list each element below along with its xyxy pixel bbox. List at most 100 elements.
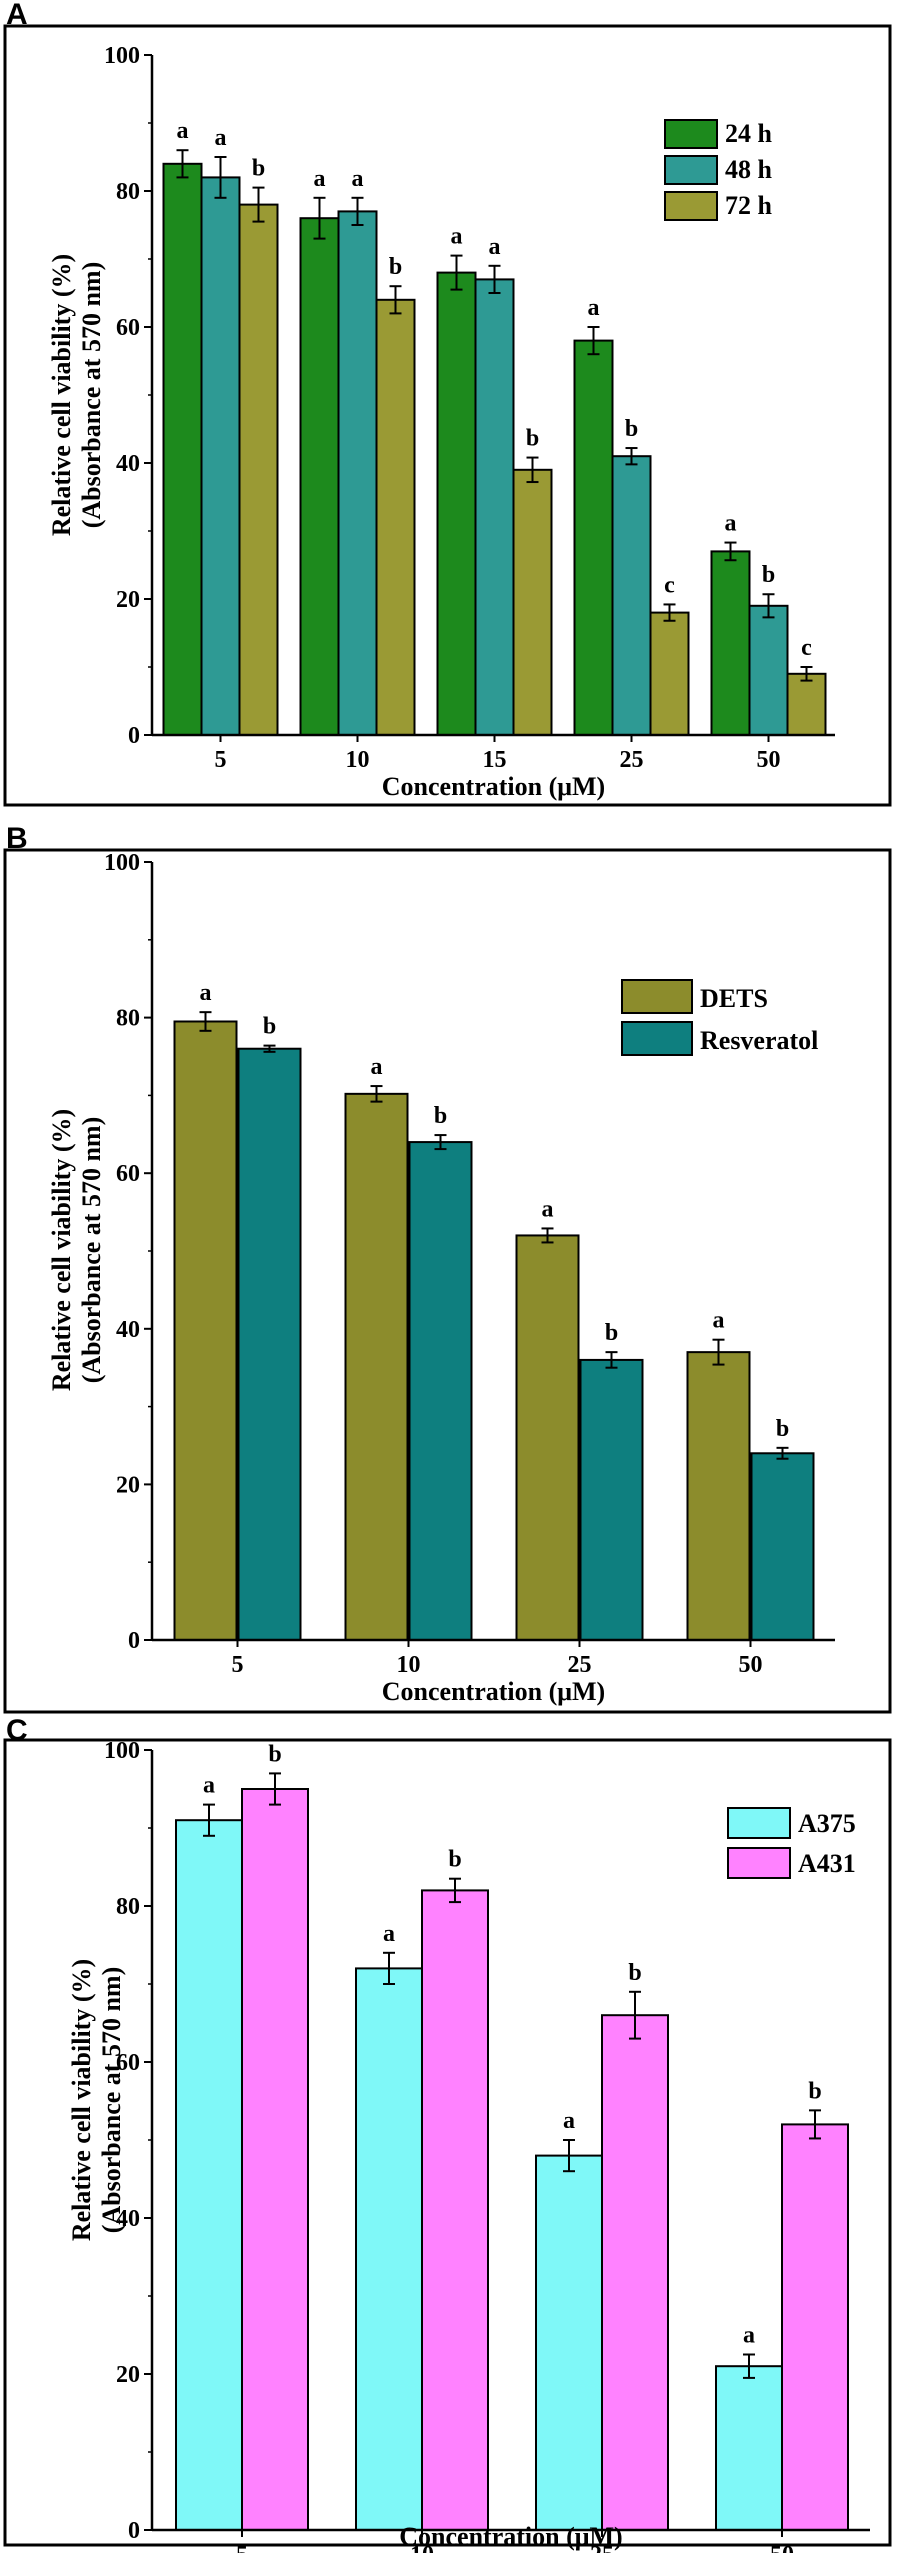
x-tick-label: 5 bbox=[215, 747, 227, 773]
legend-label: 24 h bbox=[725, 119, 773, 148]
legend-swatch bbox=[664, 191, 718, 221]
y-axis-title: (Absorbance at 570 nm) bbox=[77, 1117, 106, 1384]
bar bbox=[421, 1889, 489, 2531]
significance-label: b bbox=[605, 1320, 618, 1346]
significance-label: a bbox=[542, 1196, 554, 1222]
panel-letter: C bbox=[6, 1714, 28, 1747]
significance-label: a bbox=[200, 980, 212, 1006]
panel-letter: B bbox=[6, 822, 28, 855]
x-tick-label: 15 bbox=[483, 747, 507, 773]
x-tick-label: 10 bbox=[346, 747, 370, 773]
bar bbox=[750, 1452, 815, 1642]
bar bbox=[710, 550, 751, 737]
significance-label: a bbox=[588, 295, 600, 321]
y-tick-label: 60 bbox=[116, 315, 140, 341]
significance-label: b bbox=[252, 156, 265, 182]
significance-label: a bbox=[713, 1308, 725, 1334]
significance-label: a bbox=[725, 511, 737, 537]
y-tick-label: 0 bbox=[128, 1628, 140, 1654]
bar bbox=[573, 339, 614, 736]
significance-label: a bbox=[177, 118, 189, 144]
y-tick-label: 100 bbox=[104, 850, 140, 876]
panel-frame bbox=[3, 24, 892, 807]
significance-label: a bbox=[383, 1921, 395, 1947]
significance-label: a bbox=[352, 166, 364, 192]
legend-swatch bbox=[664, 119, 718, 149]
bar bbox=[748, 604, 789, 736]
bar bbox=[786, 672, 827, 736]
x-tick-label: 5 bbox=[236, 2542, 248, 2553]
significance-label: a bbox=[451, 224, 463, 250]
y-axis-title: (Absorbance at 570 nm) bbox=[97, 1967, 126, 2234]
y-tick-label: 80 bbox=[116, 179, 140, 205]
y-axis-title: Relative cell viability (%) bbox=[67, 1959, 96, 2241]
significance-label: c bbox=[664, 572, 675, 598]
significance-label: a bbox=[314, 166, 326, 192]
panel-frame bbox=[3, 848, 892, 1714]
bar bbox=[515, 1234, 580, 1641]
bar bbox=[474, 278, 515, 736]
bar bbox=[241, 1788, 309, 2531]
bar bbox=[686, 1351, 751, 1641]
x-axis-title: Concentration (μM) bbox=[382, 772, 605, 801]
x-tick-label: 50 bbox=[757, 747, 781, 773]
y-tick-label: 20 bbox=[116, 587, 140, 613]
significance-label: b bbox=[263, 1014, 276, 1040]
significance-label: b bbox=[526, 426, 539, 452]
significance-label: a bbox=[371, 1054, 383, 1080]
significance-label: b bbox=[808, 2078, 821, 2104]
bar bbox=[200, 176, 241, 736]
significance-label: b bbox=[448, 1847, 461, 1873]
bar bbox=[355, 1967, 423, 2531]
significance-label: a bbox=[563, 2108, 575, 2134]
y-axis-title: Relative cell viability (%) bbox=[47, 1109, 76, 1391]
legend-swatch bbox=[664, 155, 718, 185]
significance-label: a bbox=[203, 1773, 215, 1799]
bar bbox=[436, 271, 477, 736]
y-tick-label: 40 bbox=[116, 451, 140, 477]
legend-label: 48 h bbox=[725, 155, 773, 184]
y-tick-label: 0 bbox=[128, 2518, 140, 2544]
legend-label: DETS bbox=[700, 984, 768, 1013]
y-tick-label: 20 bbox=[116, 2362, 140, 2388]
bar bbox=[299, 217, 340, 736]
x-axis-title: Concentration (μM) bbox=[382, 1677, 605, 1706]
y-tick-label: 20 bbox=[116, 1472, 140, 1498]
bar bbox=[408, 1141, 473, 1641]
y-axis-title: (Absorbance at 570 nm) bbox=[77, 262, 106, 529]
bar bbox=[781, 2123, 849, 2531]
legend-swatch bbox=[727, 1847, 791, 1879]
legend-swatch bbox=[727, 1807, 791, 1839]
bar bbox=[344, 1092, 409, 1641]
y-tick-label: 40 bbox=[116, 1317, 140, 1343]
bar bbox=[649, 611, 690, 736]
y-axis-title: Relative cell viability (%) bbox=[47, 254, 76, 536]
legend-label: 72 h bbox=[725, 191, 773, 220]
bar bbox=[337, 210, 378, 736]
x-tick-label: 5 bbox=[232, 1652, 244, 1678]
significance-label: a bbox=[489, 234, 501, 260]
significance-label: b bbox=[625, 416, 638, 442]
bar bbox=[601, 2014, 669, 2531]
significance-label: a bbox=[743, 2323, 755, 2349]
x-tick-label: 10 bbox=[397, 1652, 421, 1678]
panel-c: Ca b 5 a b 10 a b 25 a b 50 0 20 40 60 80 100 Relative cel… bbox=[3, 1714, 892, 2553]
bar bbox=[237, 1047, 302, 1641]
bar bbox=[173, 1020, 238, 1641]
x-tick-label: 25 bbox=[620, 747, 644, 773]
significance-label: b bbox=[776, 1416, 789, 1442]
x-tick-label: 50 bbox=[739, 1652, 763, 1678]
significance-label: b bbox=[762, 562, 775, 588]
x-tick-label: 10 bbox=[410, 2542, 434, 2553]
significance-label: b bbox=[389, 254, 402, 280]
y-tick-label: 100 bbox=[104, 1738, 140, 1764]
bar bbox=[162, 162, 203, 737]
significance-label: a bbox=[215, 125, 227, 151]
bar bbox=[375, 298, 416, 736]
x-tick-label: 50 bbox=[770, 2542, 794, 2553]
x-tick-label: 25 bbox=[568, 1652, 592, 1678]
y-tick-label: 60 bbox=[116, 1161, 140, 1187]
bar bbox=[175, 1819, 243, 2531]
